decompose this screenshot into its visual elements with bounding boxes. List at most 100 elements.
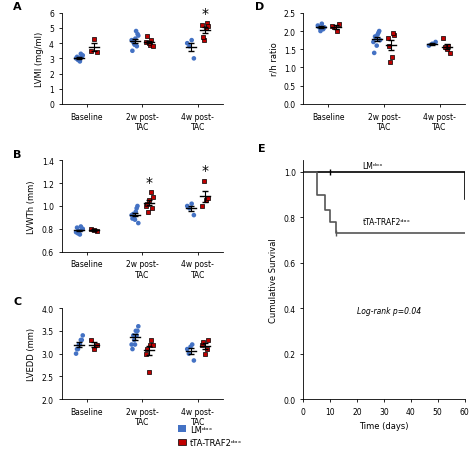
Text: Log-rank p=0.04: Log-rank p=0.04 bbox=[357, 306, 421, 315]
Point bbox=[385, 43, 393, 50]
Y-axis label: r/h ratio: r/h ratio bbox=[269, 42, 278, 76]
Point bbox=[79, 52, 87, 60]
Point bbox=[133, 332, 140, 339]
Point bbox=[205, 24, 212, 31]
Point bbox=[387, 59, 394, 67]
Point bbox=[185, 350, 192, 358]
Point bbox=[90, 36, 98, 43]
Point bbox=[186, 205, 193, 213]
Point bbox=[201, 350, 209, 358]
Y-axis label: LVWTh (mm): LVWTh (mm) bbox=[27, 180, 36, 233]
Y-axis label: LVMI (mg/ml): LVMI (mg/ml) bbox=[35, 32, 44, 87]
Point bbox=[73, 54, 81, 62]
Point bbox=[315, 25, 323, 32]
Text: *: * bbox=[146, 175, 153, 189]
Point bbox=[144, 33, 151, 40]
Point bbox=[148, 205, 155, 213]
Point bbox=[144, 346, 151, 353]
Point bbox=[72, 56, 80, 63]
Point bbox=[189, 341, 196, 348]
Point bbox=[128, 341, 136, 348]
Point bbox=[335, 21, 343, 28]
Point bbox=[146, 197, 153, 205]
Point bbox=[130, 336, 138, 344]
Point bbox=[372, 35, 380, 43]
Point bbox=[317, 28, 324, 36]
Point bbox=[203, 346, 210, 353]
Point bbox=[375, 28, 383, 36]
Point bbox=[149, 194, 156, 201]
Point bbox=[93, 341, 101, 348]
Point bbox=[146, 341, 154, 348]
Point bbox=[74, 346, 82, 353]
Point bbox=[135, 33, 142, 40]
Point bbox=[202, 25, 210, 33]
Point bbox=[132, 28, 140, 36]
Point bbox=[134, 203, 141, 210]
Point bbox=[425, 43, 433, 50]
Point bbox=[384, 35, 392, 43]
Point bbox=[147, 336, 155, 344]
Point bbox=[133, 44, 141, 51]
Point bbox=[200, 339, 207, 346]
Point bbox=[129, 332, 137, 339]
Point bbox=[132, 327, 140, 335]
Point bbox=[149, 44, 156, 51]
Point bbox=[190, 357, 198, 364]
Point bbox=[144, 201, 151, 208]
Point bbox=[205, 195, 212, 202]
Point bbox=[78, 336, 86, 344]
Point bbox=[90, 346, 98, 353]
Point bbox=[374, 32, 382, 39]
Y-axis label: Cumulative Survival: Cumulative Survival bbox=[269, 238, 278, 323]
Point bbox=[76, 231, 84, 239]
Point bbox=[75, 56, 83, 63]
Point bbox=[142, 39, 150, 46]
Point bbox=[74, 230, 82, 237]
Point bbox=[391, 32, 398, 39]
Point bbox=[76, 59, 84, 66]
Point bbox=[371, 34, 379, 41]
Point bbox=[183, 203, 191, 210]
Point bbox=[90, 227, 98, 234]
Text: B: B bbox=[13, 150, 22, 159]
Point bbox=[319, 27, 327, 34]
Point bbox=[443, 46, 450, 54]
Point bbox=[134, 327, 141, 335]
Point bbox=[190, 212, 198, 219]
Point bbox=[135, 220, 142, 227]
Point bbox=[72, 350, 80, 358]
Point bbox=[370, 50, 378, 57]
Point bbox=[388, 54, 396, 61]
Point bbox=[328, 23, 336, 30]
Point bbox=[147, 189, 155, 196]
Point bbox=[93, 228, 101, 235]
Point bbox=[93, 50, 101, 57]
Point bbox=[321, 25, 328, 32]
Text: A: A bbox=[13, 2, 22, 12]
Point bbox=[131, 341, 139, 348]
Point bbox=[72, 229, 80, 236]
Point bbox=[78, 227, 86, 234]
Point bbox=[389, 30, 397, 38]
Point bbox=[146, 42, 154, 49]
Text: tTA-TRAF2ᵈᵒˣ: tTA-TRAF2ᵈᵒˣ bbox=[363, 218, 410, 227]
Point bbox=[373, 43, 381, 50]
Y-axis label: LVEDD (mm): LVEDD (mm) bbox=[27, 327, 36, 381]
Point bbox=[199, 34, 207, 42]
Text: LMᵈᵒˣ: LMᵈᵒˣ bbox=[363, 161, 383, 170]
Point bbox=[128, 346, 136, 353]
Point bbox=[87, 48, 94, 56]
Point bbox=[188, 37, 195, 45]
Point bbox=[131, 42, 138, 49]
Point bbox=[130, 214, 138, 222]
Point bbox=[145, 369, 153, 376]
Point bbox=[73, 346, 81, 353]
Point bbox=[198, 203, 205, 210]
Point bbox=[77, 51, 85, 58]
Point bbox=[133, 205, 140, 213]
Point bbox=[87, 226, 94, 233]
Point bbox=[202, 197, 210, 205]
Point bbox=[132, 36, 139, 43]
Point bbox=[186, 44, 193, 51]
